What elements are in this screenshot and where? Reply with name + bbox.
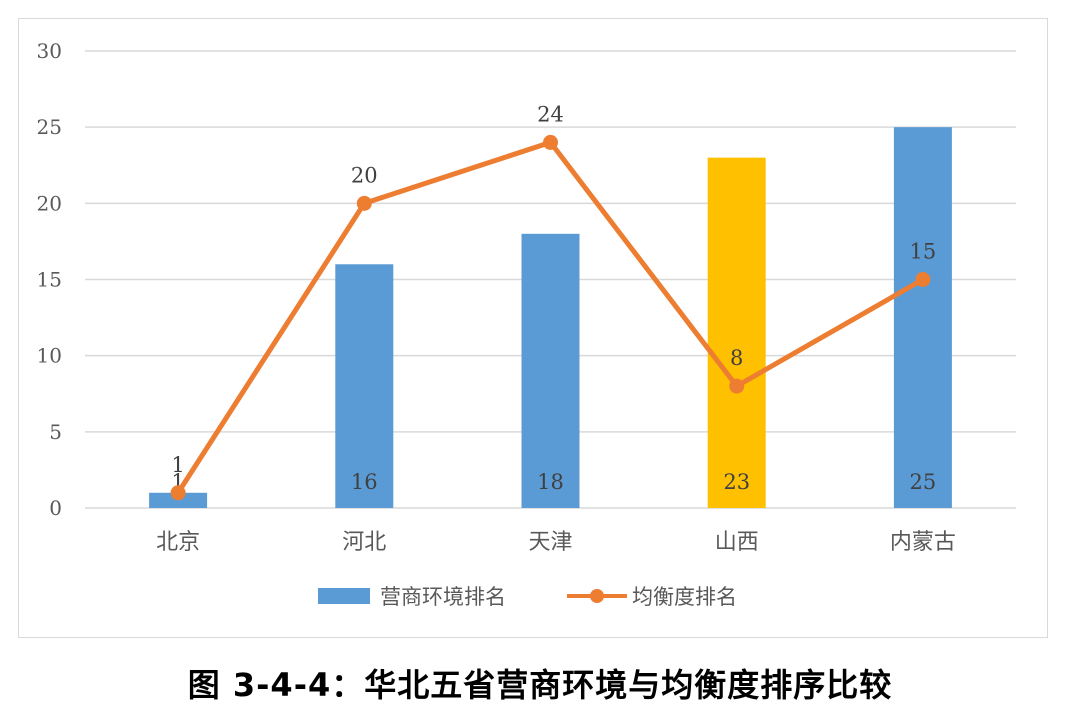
line-point: [915, 272, 931, 287]
x-axis-categories: 北京 河北 天津 山西 内蒙古: [156, 530, 956, 555]
legend-line-label: 均衡度排名: [632, 585, 737, 609]
line-data-labels: 1 20 24 8 15: [171, 102, 936, 476]
bar: [335, 264, 394, 508]
bar-data-label: 23: [723, 470, 750, 494]
y-tick-label: 30: [37, 39, 62, 63]
y-tick-label: 5: [49, 420, 62, 444]
bar-series: [149, 127, 952, 509]
line-point: [170, 485, 186, 501]
line-data-label: 8: [730, 346, 743, 370]
line-data-label: 24: [537, 102, 564, 126]
bar-data-label: 25: [910, 470, 937, 494]
bar: [893, 127, 952, 509]
y-tick-label: 15: [37, 268, 62, 292]
figure-caption: 图 3-4-4：华北五省营商环境与均衡度排序比较: [187, 666, 893, 704]
y-axis-ticks: 0 5 10 15 20 25 30: [37, 39, 62, 520]
legend: 营商环境排名 均衡度排名: [318, 585, 737, 609]
y-tick-label: 20: [37, 191, 62, 215]
line-data-label: 1: [171, 453, 184, 477]
x-category-label: 天津: [528, 530, 572, 555]
bar: [707, 157, 766, 508]
y-tick-label: 10: [37, 344, 62, 368]
gridlines: [85, 50, 1016, 509]
line-data-label: 20: [351, 163, 378, 187]
x-category-label: 内蒙古: [890, 530, 956, 555]
line-series: [170, 134, 931, 501]
bar: [149, 492, 208, 508]
bar-data-labels: 1 16 18 23 25: [171, 470, 936, 494]
x-category-label: 山西: [715, 530, 759, 555]
line-point: [543, 134, 558, 150]
legend-line-marker: [590, 589, 604, 603]
y-tick-label: 0: [49, 496, 62, 520]
bar: [521, 233, 580, 509]
bar-data-label: 16: [351, 470, 378, 494]
line-point: [356, 195, 372, 211]
x-category-label: 北京: [156, 530, 200, 555]
x-category-label: 河北: [342, 530, 386, 555]
line-data-label: 15: [910, 240, 937, 264]
y-tick-label: 25: [37, 115, 62, 139]
line-point: [729, 378, 745, 394]
legend-bar-swatch: [318, 588, 370, 604]
legend-bar-label: 营商环境排名: [380, 585, 506, 609]
bar-data-label: 18: [537, 470, 564, 494]
